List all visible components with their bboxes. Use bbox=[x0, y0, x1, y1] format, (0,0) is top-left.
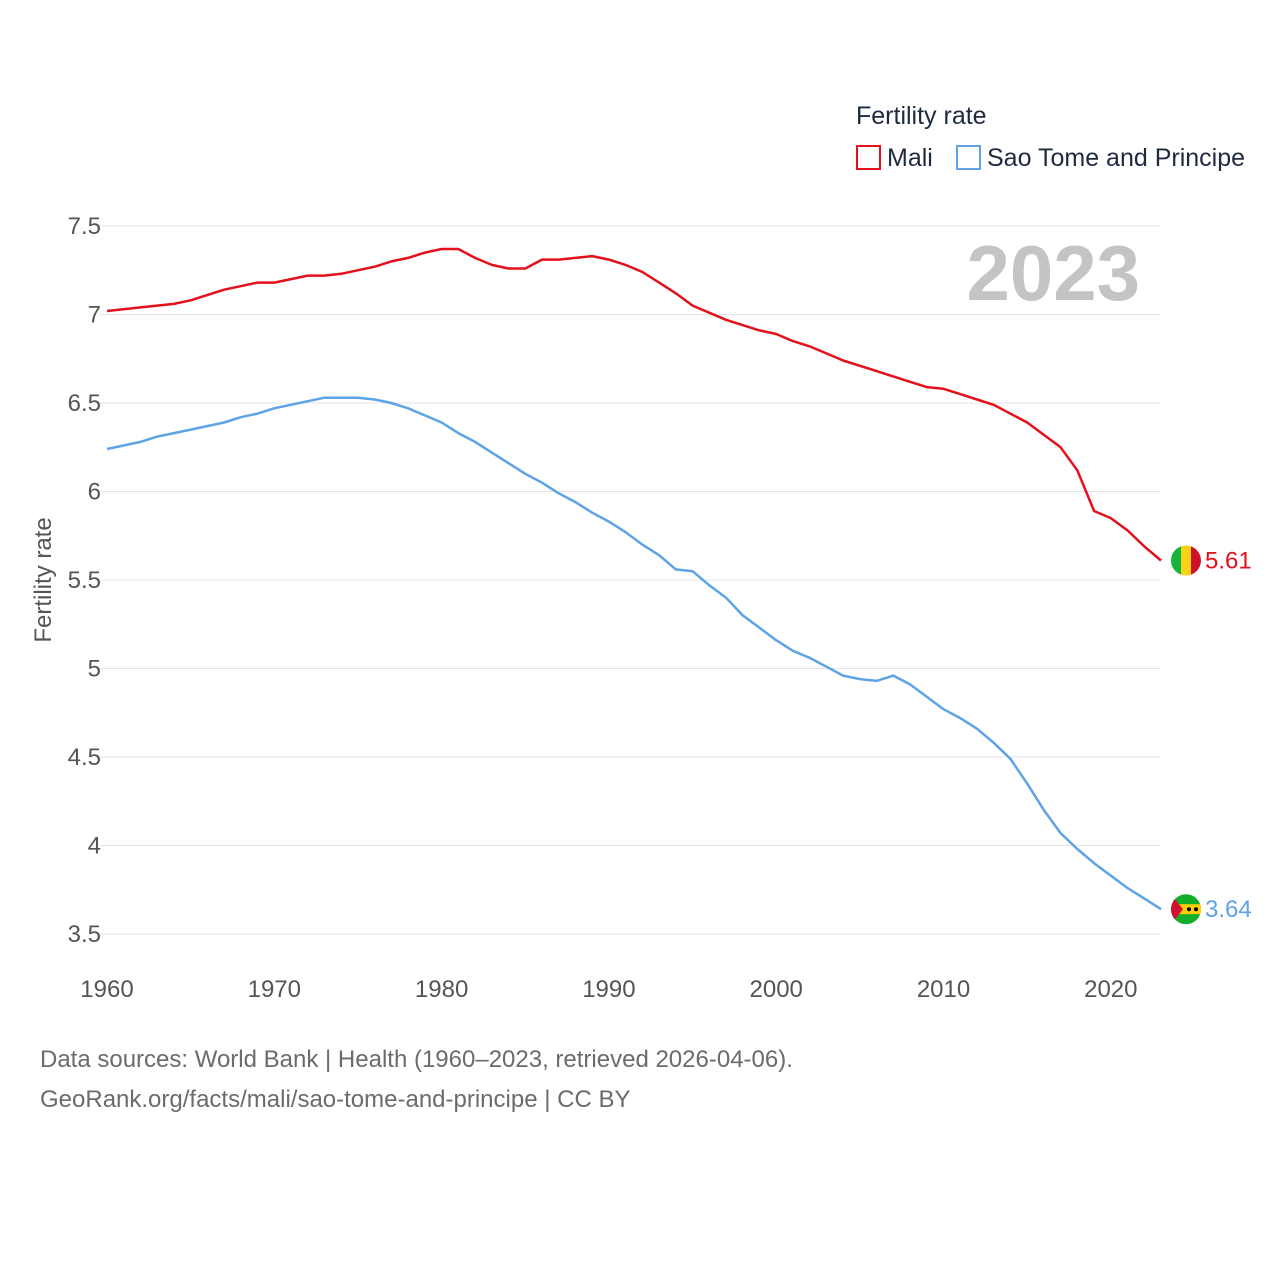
y-axis-label: Fertility rate bbox=[30, 517, 57, 642]
series-lines bbox=[106, 247, 1162, 911]
y-tick-label: 5.5 bbox=[68, 567, 101, 594]
x-tick-label: 1970 bbox=[248, 976, 301, 1003]
gridlines bbox=[100, 225, 1161, 935]
legend-swatch-sao-tome-and-principe[interactable] bbox=[956, 145, 981, 170]
legend: Fertility rate Mali Sao Tome and Princip… bbox=[856, 102, 1245, 172]
y-tick-label: 3.5 bbox=[68, 921, 101, 948]
legend-label-sao-tome-and-principe[interactable]: Sao Tome and Principe bbox=[987, 144, 1245, 172]
y-tick-label: 4 bbox=[88, 833, 101, 860]
x-tick-label: 1990 bbox=[582, 976, 635, 1003]
legend-title: Fertility rate bbox=[856, 102, 987, 130]
sao-tome-and-principe-flag-icon bbox=[1171, 894, 1201, 925]
x-tick-label: 1980 bbox=[415, 976, 468, 1003]
x-tick-label: 2020 bbox=[1084, 976, 1137, 1003]
end-value-label-sao-tome-and-principe: 3.64 bbox=[1205, 896, 1252, 923]
footer: Data sources: World Bank | Health (1960–… bbox=[40, 1040, 793, 1120]
y-tick-label: 7 bbox=[88, 302, 101, 329]
y-tick-label: 6.5 bbox=[68, 390, 101, 417]
series-line-mali[interactable] bbox=[106, 247, 1162, 562]
y-tick-label: 4.5 bbox=[68, 744, 101, 771]
y-tick-label: 5 bbox=[88, 656, 101, 683]
footer-attribution: GeoRank.org/facts/mali/sao-tome-and-prin… bbox=[40, 1086, 631, 1113]
y-tick-label: 7.5 bbox=[68, 213, 101, 240]
x-axis-ticks: 1960 1970 1980 1990 2000 2010 2020 bbox=[80, 976, 1137, 1003]
series-endpoints: 5.61 3.64 bbox=[1171, 545, 1252, 925]
y-axis-ticks: 7.5 7 6.5 6 5.5 5 4.5 4 3.5 bbox=[68, 213, 101, 948]
x-tick-label: 2000 bbox=[750, 976, 803, 1003]
y-tick-label: 6 bbox=[88, 479, 101, 506]
mali-flag-icon bbox=[1171, 545, 1201, 576]
year-label: 2023 bbox=[966, 229, 1140, 317]
x-tick-label: 2010 bbox=[917, 976, 970, 1003]
legend-label-mali[interactable]: Mali bbox=[887, 144, 933, 172]
legend-swatch-mali[interactable] bbox=[856, 145, 881, 170]
footer-sources: Data sources: World Bank | Health (1960–… bbox=[40, 1046, 793, 1073]
x-tick-label: 1960 bbox=[80, 976, 133, 1003]
end-value-label-mali: 5.61 bbox=[1205, 548, 1252, 575]
series-line-sao-tome-and-principe[interactable] bbox=[106, 396, 1162, 911]
